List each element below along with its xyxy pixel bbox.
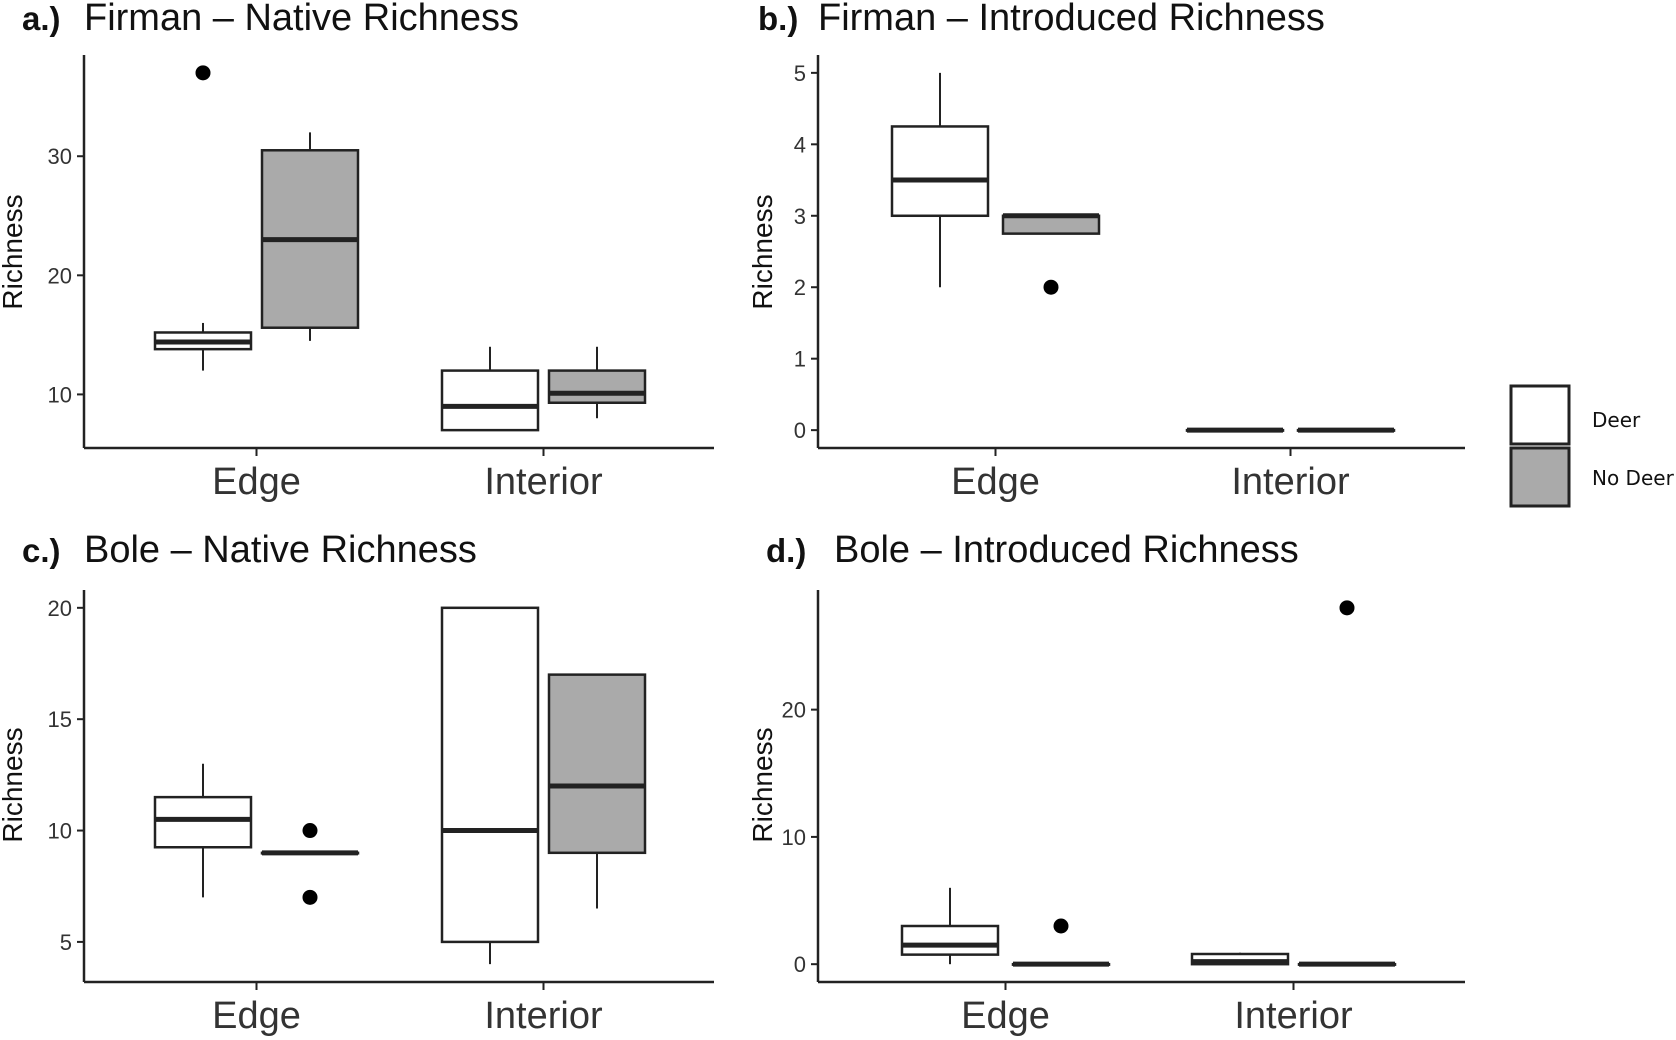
panel-d-deer-interior-iqr-rect: [1190, 952, 1290, 966]
panel-a-deer-edge-box: [153, 65, 253, 371]
panel-c-deer-interior-box: [440, 606, 540, 965]
legend-key-no-deer: [1509, 446, 1571, 508]
panel-a-title: Firman – Native Richness: [84, 0, 519, 39]
panel-a-x-tick-label-edge: Edge: [212, 461, 301, 503]
legend-key-deer: [1509, 384, 1571, 446]
panel-b-y-tick-label: 2: [794, 275, 806, 300]
panel-c-no-deer-interior-iqr-rect: [547, 673, 647, 855]
panel-d-y-tick-label: 0: [794, 952, 806, 977]
panel-d-y-axis-label: Richness: [747, 727, 778, 842]
panel-b-no-deer-interior-box: [1296, 427, 1396, 433]
legend-label-no-deer: No Deer: [1592, 466, 1675, 490]
panel-a-no-deer-interior-iqr-rect: [547, 369, 647, 404]
panel-b-y-tick-label: 5: [794, 61, 806, 86]
panel-b-no-deer-edge-iqr-rect: [1001, 214, 1101, 235]
panel-b-plot: 0 1 2 3 4 5 Edge Interior: [794, 55, 1465, 503]
panel-c-y-tick-label: 5: [60, 930, 72, 955]
legend-label-deer: Deer: [1592, 408, 1641, 432]
panel-c-deer-edge-box: [153, 763, 253, 898]
panel-d-deer-interior-box: [1190, 952, 1290, 966]
panel-a-y-tick-label: 10: [48, 382, 72, 407]
panel-b-y-tick-label: 3: [794, 204, 806, 229]
panel-c-y-tick-label: 10: [48, 819, 72, 844]
panel-d-y-tick-label: 20: [782, 698, 806, 723]
panel-c-deer-edge-iqr-rect: [153, 795, 253, 849]
panel-a-y-tick-label: 30: [48, 144, 72, 169]
panel-c: c.) Bole – Native Richness Richness 5 10 1…: [0, 529, 714, 1037]
panel-b-y-tick-label: 0: [794, 418, 806, 443]
panel-b-title: Firman – Introduced Richness: [818, 0, 1325, 39]
panel-d-deer-edge-box: [900, 887, 1000, 965]
panel-a-no-deer-interior-box: [547, 346, 647, 419]
panel-c-plot: 5 10 15 20 Edge Interior: [48, 590, 714, 1037]
panel-c-no-deer-interior-box: [547, 673, 647, 909]
panel-c-y-axis-label: Richness: [0, 727, 28, 842]
panel-a-deer-interior-box: [440, 346, 540, 432]
panel-b-deer-edge-iqr-rect: [890, 125, 990, 218]
panel-d-no-deer-interior-box: [1297, 600, 1397, 967]
panel-d-x-tick-label-interior: Interior: [1234, 995, 1353, 1037]
panel-c-y-tick-label: 15: [48, 707, 72, 732]
panel-a-plot: 10 20 30 Edge Interior: [48, 55, 714, 503]
panel-a-letter: a.): [22, 0, 61, 37]
panel-c-x-tick-label-interior: Interior: [484, 995, 603, 1037]
panel-b: b.) Firman – Introduced Richness Richnes…: [747, 0, 1465, 503]
panel-a-y-axis-label: Richness: [0, 194, 28, 309]
panel-a-no-deer-edge-box: [260, 132, 360, 341]
panel-c-title: Bole – Native Richness: [84, 529, 477, 571]
panel-c-no-deer-edge-outlier-point: [302, 889, 318, 905]
panel-a: a.) Firman – Native Richness Richness 10…: [0, 0, 714, 503]
panel-d-x-tick-label-edge: Edge: [961, 995, 1050, 1037]
panel-b-letter: b.): [758, 0, 798, 37]
panel-b-y-axis-label: Richness: [747, 194, 778, 309]
panel-c-letter: c.): [22, 532, 61, 569]
panel-d-deer-edge-iqr-rect: [900, 924, 1000, 956]
panel-b-no-deer-edge-outlier-point: [1043, 279, 1059, 295]
panel-c-no-deer-edge-box: [260, 823, 360, 905]
panel-b-x-tick-label-edge: Edge: [951, 461, 1040, 503]
legend: Deer No Deer: [1509, 384, 1675, 508]
panel-c-y-tick-label: 20: [48, 596, 72, 621]
panel-c-no-deer-edge-outlier-point: [302, 823, 318, 839]
panel-b-y-tick-label: 4: [794, 132, 806, 157]
panel-d: d.) Bole – Introduced Richness Richness …: [747, 529, 1465, 1037]
panel-a-x-tick-label-interior: Interior: [484, 461, 603, 503]
panel-d-no-deer-edge-outlier-point: [1053, 918, 1069, 934]
panel-b-deer-interior-box: [1185, 427, 1285, 433]
panel-d-y-tick-label: 10: [782, 825, 806, 850]
panel-b-x-tick-label-interior: Interior: [1231, 461, 1350, 503]
panel-c-x-tick-label-edge: Edge: [212, 995, 301, 1037]
panel-b-deer-edge-box: [890, 72, 990, 288]
panel-d-no-deer-edge-box: [1011, 918, 1111, 967]
panel-a-deer-interior-iqr-rect: [440, 369, 540, 432]
panel-c-deer-interior-iqr-rect: [440, 606, 540, 944]
panel-d-no-deer-interior-outlier-point: [1339, 600, 1355, 616]
panel-d-title: Bole – Introduced Richness: [834, 529, 1299, 571]
panel-d-plot: 0 10 20 Edge Interior: [782, 590, 1465, 1037]
panel-d-letter: d.): [766, 532, 806, 569]
panel-a-deer-edge-outlier-point: [195, 65, 211, 81]
panel-a-y-tick-label: 20: [48, 263, 72, 288]
panel-b-y-tick-label: 1: [794, 347, 806, 372]
panel-b-no-deer-edge-box: [1001, 213, 1101, 295]
